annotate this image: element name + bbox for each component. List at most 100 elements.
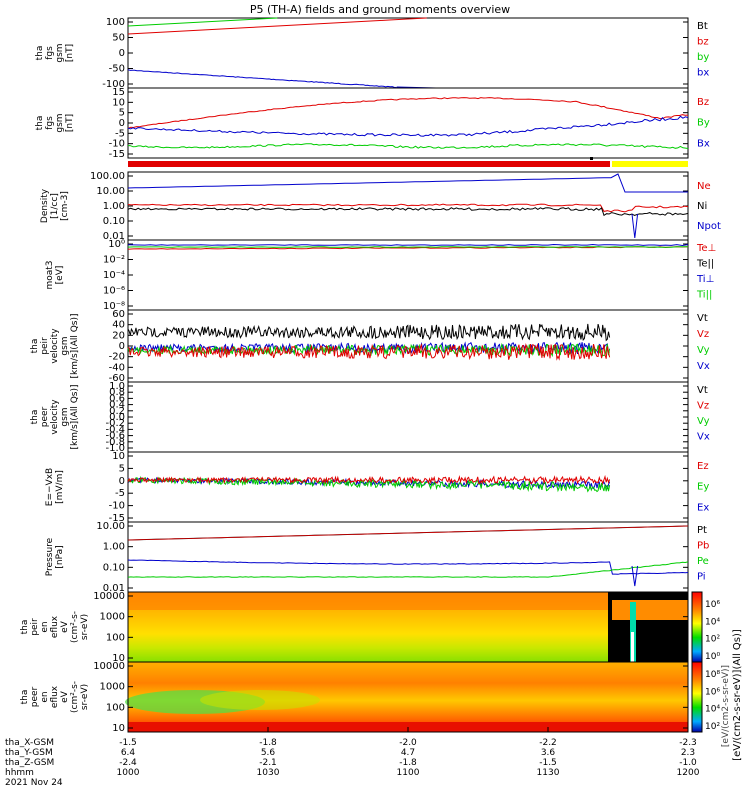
y-tick-label: 5 xyxy=(119,108,125,119)
y-tick-label: -5 xyxy=(115,488,125,499)
ion-spectrogram-top-band xyxy=(128,592,688,610)
y-tick-label: -0.8 xyxy=(105,437,125,448)
y-tick-label: 1.00 xyxy=(103,542,125,553)
y-axis-label: en xyxy=(40,691,50,702)
y-tick-label: 1000 xyxy=(100,682,125,693)
y-tick-label: 10 xyxy=(112,653,125,664)
panel-frame xyxy=(127,17,689,89)
series-Pi xyxy=(127,559,689,575)
plot-title: P5 (TH-A) fields and ground moments over… xyxy=(250,3,510,16)
y-tick-label: 0.10 xyxy=(103,562,125,573)
y-tick-label: 10⁻⁴ xyxy=(103,270,125,281)
x-row-value: 3.6 xyxy=(541,748,556,758)
legend-entry: Te⊥ xyxy=(696,243,716,254)
legend-entry: Ti⊥ xyxy=(696,274,714,285)
panel-1: 100 50 0 -50 -100 tha fgs gsm [nT] Bt bz by bx xyxy=(35,17,709,90)
y-tick-label: 100.00 xyxy=(90,171,125,182)
y-axis-label: eflux xyxy=(50,685,60,708)
y-axis-label: eV xyxy=(60,620,70,633)
x-row-value: -2.0 xyxy=(399,738,417,748)
panel-8: 10.00 1.00 0.10 0.01 Pressure [nPa] Pt Pb Pe Pi xyxy=(45,521,709,594)
legend-entry: Vt xyxy=(697,385,708,396)
y-axis-label: [nT] xyxy=(65,44,75,62)
y-tick-label: 15 xyxy=(112,87,125,98)
panel-frame xyxy=(127,381,689,453)
series-Bx xyxy=(127,115,689,137)
legend-entry: Vt xyxy=(697,313,708,324)
y-axis-label: peir xyxy=(40,337,50,355)
x-row-value: -1.8 xyxy=(399,758,417,768)
series-Pe xyxy=(127,561,689,578)
y-axis-label: velocity xyxy=(50,399,60,435)
panel-frame xyxy=(127,451,689,523)
x-row-value: 6.4 xyxy=(121,748,136,758)
electron-spectrogram-yellow-patch xyxy=(200,690,320,710)
legend-entry: Ti|| xyxy=(696,290,712,301)
y-axis-label: tha xyxy=(30,339,40,354)
legend-entry: Bt xyxy=(697,21,708,32)
colorbar-2 xyxy=(691,661,703,733)
y-tick-label: 10⁻⁸ xyxy=(103,301,125,312)
legend-entry: Bz xyxy=(697,97,709,108)
legend-entry: Vy xyxy=(697,416,710,427)
series-Ti-perp xyxy=(127,243,689,247)
colorbar-tick-label: 10⁴ xyxy=(705,617,720,627)
series-Ti-par xyxy=(127,246,688,248)
y-axis-label: Density xyxy=(40,188,50,223)
y-axis-label: velocity xyxy=(50,328,60,364)
legend-entry: Ex xyxy=(697,502,709,513)
y-axis-label: (cm²-s- xyxy=(70,681,80,713)
x-row-value: 4.7 xyxy=(401,748,415,758)
y-tick-label: -50 xyxy=(109,64,125,75)
y-axis-label: [km/s](All Qs)] xyxy=(70,313,80,378)
x-row-value: 1130 xyxy=(537,768,560,778)
colorbar-tick-label: 10⁰ xyxy=(705,652,720,662)
series-Ni xyxy=(127,207,689,217)
series-Pi-dip xyxy=(631,565,639,587)
y-tick-label: 0.2 xyxy=(109,406,125,417)
panel-4: 10⁰ 10⁻² 10⁻⁴ 10⁻⁶ 10⁻⁸ moat3 [eV] Te⊥ Te|| Ti⊥ Ti… xyxy=(45,239,716,312)
x-row-value: 1030 xyxy=(257,768,280,778)
legend-entry: Te|| xyxy=(696,259,714,270)
series-Npot-dip xyxy=(631,213,639,239)
x-row-value: 1200 xyxy=(677,768,700,778)
colorbar-tick-label: 10⁸ xyxy=(705,670,720,680)
x-row-value: 1100 xyxy=(397,768,420,778)
y-tick-label: 10 xyxy=(112,451,125,462)
y-axis-label: peer xyxy=(40,406,50,427)
x-row-value: -2.4 xyxy=(119,758,137,768)
y-tick-label: 10000 xyxy=(93,661,125,672)
legend-entry: Vx xyxy=(697,432,710,443)
legend-entry: Ni xyxy=(697,201,707,212)
y-tick-label: -20 xyxy=(109,352,125,363)
panel-6: 1.00.80.60.40.20.0-0.2-0.4-0.6-0.8-1.0 th… xyxy=(30,381,710,454)
legend-entry: Bx xyxy=(697,138,710,149)
y-tick-label: 50 xyxy=(112,33,125,44)
y-tick-label: 0 xyxy=(119,48,125,59)
status-bar-red xyxy=(128,161,610,167)
series-Ne xyxy=(127,203,689,213)
y-axis-label: gsm xyxy=(55,43,65,62)
y-tick-label: 0.8 xyxy=(109,387,125,398)
series-Vt xyxy=(127,323,611,342)
legend-entry: Pe xyxy=(697,556,709,567)
legend-entry: Vz xyxy=(697,401,709,412)
y-tick-label: -40 xyxy=(109,362,125,373)
ion-spectrogram-gap xyxy=(631,632,634,662)
panel-10: 10000 1000 100 10 tha peer en eflux eV (cm²-s-sr-… xyxy=(20,661,689,734)
y-tick-label: 10⁻⁶ xyxy=(103,286,125,297)
x-row-label: tha_Z-GSM xyxy=(5,758,54,768)
legend-entry: Ez xyxy=(697,461,709,472)
y-axis-label: [nT] xyxy=(65,114,75,132)
x-row-value: -1.5 xyxy=(539,758,557,768)
series-Ez xyxy=(127,474,611,486)
y-tick-label: 100 xyxy=(106,17,125,28)
legend-entry: Vx xyxy=(697,361,710,372)
y-axis-label: [cm-3] xyxy=(60,191,70,221)
y-axis-label: gsm xyxy=(60,407,70,426)
y-tick-label: 100 xyxy=(106,632,125,643)
x-row-value: -2.1 xyxy=(259,758,277,768)
legend-entry: Pt xyxy=(697,525,707,536)
y-axis-label: gsm xyxy=(55,113,65,132)
